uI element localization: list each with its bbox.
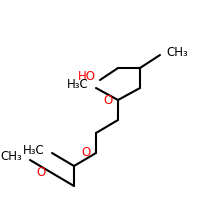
- Text: O: O: [37, 166, 46, 180]
- Text: CH₃: CH₃: [166, 46, 188, 58]
- Text: O: O: [82, 146, 91, 160]
- Text: O: O: [104, 94, 113, 106]
- Text: H₃C: H₃C: [23, 144, 45, 156]
- Text: HO: HO: [78, 70, 96, 82]
- Text: H₃C: H₃C: [67, 78, 89, 92]
- Text: CH₃: CH₃: [0, 150, 22, 164]
